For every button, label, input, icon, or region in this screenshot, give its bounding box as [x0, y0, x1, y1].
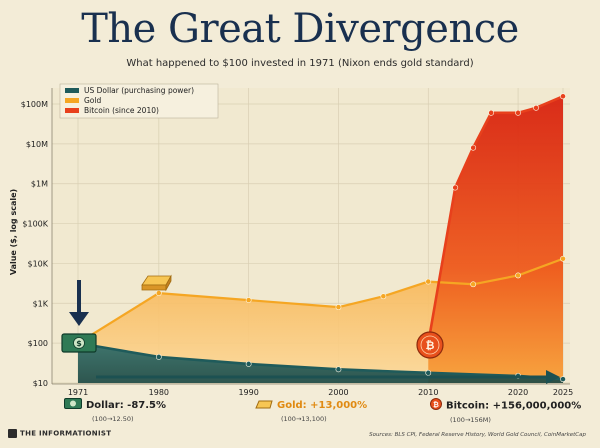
- sources-note: Sources: BLS CPI, Federal Reserve Histor…: [369, 432, 586, 438]
- summary-bitcoin-detail: (100→156M): [450, 416, 491, 424]
- point-gold: [560, 255, 566, 262]
- point-bitcoin: [470, 144, 477, 151]
- x-tick-label: 2010: [418, 388, 438, 397]
- x-tick-label: 2020: [508, 388, 528, 397]
- point-dollar: [155, 354, 162, 360]
- chart-subtitle: What happened to $100 invested in 1971 (…: [126, 58, 474, 69]
- point-bitcoin: [515, 109, 521, 116]
- brand-logo-icon: [8, 429, 17, 438]
- summary-bitcoin: ₿ Bitcoin: +156,000,000% (100→156M): [430, 398, 581, 424]
- area-dollar: [78, 343, 563, 383]
- point-gold: [470, 281, 477, 288]
- legend-swatch-dollar: [65, 88, 79, 93]
- point-dollar: [335, 366, 342, 373]
- series-areas: [78, 96, 563, 383]
- summary-bitcoin-label: Bitcoin: +156,000,000%: [446, 400, 582, 412]
- point-gold: [380, 293, 387, 300]
- y-tick-label: $10: [33, 379, 48, 388]
- y-tick-label: $10K: [27, 259, 48, 268]
- point-gold: [335, 304, 342, 311]
- markers: [75, 93, 566, 383]
- summary-gold-detail: (100→13,100): [281, 415, 327, 423]
- x-tick-label: 1980: [149, 388, 169, 397]
- legend: US Dollar (purchasing power) Gold Bitcoi…: [59, 83, 219, 119]
- y-axis-label: Value ($, log scale): [9, 189, 18, 275]
- summary-gold-label: Gold: +13,000%: [277, 400, 368, 411]
- summary-dollar: Dollar: -87.5% (100→12.50): [64, 398, 166, 423]
- bitcoin-coin-icon: ₿: [430, 398, 442, 413]
- point-bitcoin: [488, 109, 495, 116]
- point-gold: [515, 272, 521, 279]
- legend-swatch-bitcoin: [65, 108, 79, 113]
- area-bitcoin: [428, 96, 563, 383]
- down-arrow-icon: [69, 280, 89, 326]
- x-tick-label: 1971: [68, 388, 88, 397]
- point-dollar: [245, 361, 252, 367]
- svg-text:$: $: [76, 339, 82, 348]
- brand-logo: THE INFORMATIONIST: [8, 429, 111, 438]
- legend-item-gold: Gold: [84, 96, 101, 105]
- svg-text:₿: ₿: [426, 339, 435, 352]
- x-tick-label: 2025: [553, 388, 573, 397]
- dollar-bill-icon: $: [61, 333, 97, 353]
- point-bitcoin: [452, 184, 459, 191]
- point-dollar: [425, 369, 432, 376]
- legend-box: [59, 83, 219, 119]
- dollar-bill-icon: [64, 398, 82, 412]
- point-bitcoin: [560, 93, 566, 100]
- chart-title: The Great Divergence: [81, 6, 519, 52]
- y-tick-label: $1M: [31, 180, 48, 189]
- gold-bar-icon: [255, 398, 273, 412]
- trend-arrow-icon: [96, 370, 560, 384]
- brand-name: THE INFORMATIONIST: [20, 429, 112, 438]
- bitcoin-coin-icon: ₿: [416, 331, 444, 359]
- point-bitcoin: [533, 104, 539, 111]
- gold-bar-icon: [141, 274, 172, 292]
- x-tick-label: 1990: [238, 388, 258, 397]
- summary-dollar-label: Dollar: -87.5%: [86, 400, 167, 411]
- svg-text:₿: ₿: [433, 401, 439, 409]
- y-tick-label: $10M: [26, 140, 48, 149]
- point-gold: [245, 297, 252, 304]
- legend-item-bitcoin: Bitcoin (since 2010): [84, 106, 159, 115]
- summary-gold: Gold: +13,000% (100→13,100): [255, 398, 367, 423]
- point-gold: [425, 278, 432, 285]
- summary-dollar-detail: (100→12.50): [92, 415, 134, 423]
- legend-item-dollar: US Dollar (purchasing power): [84, 86, 194, 95]
- point-gold: [155, 290, 162, 297]
- axes: $10 $100 $1K $10K $100K $1M $10M $100M 1971 1980 1…: [21, 88, 573, 397]
- y-tick-label: $100K: [22, 220, 48, 229]
- y-tick-label: $100M: [21, 100, 48, 109]
- y-tick-label: $100: [28, 339, 48, 348]
- legend-swatch-gold: [65, 98, 79, 103]
- y-tick-label: $1K: [33, 299, 49, 308]
- x-tick-label: 2000: [328, 388, 348, 397]
- point-dollar: [560, 376, 566, 383]
